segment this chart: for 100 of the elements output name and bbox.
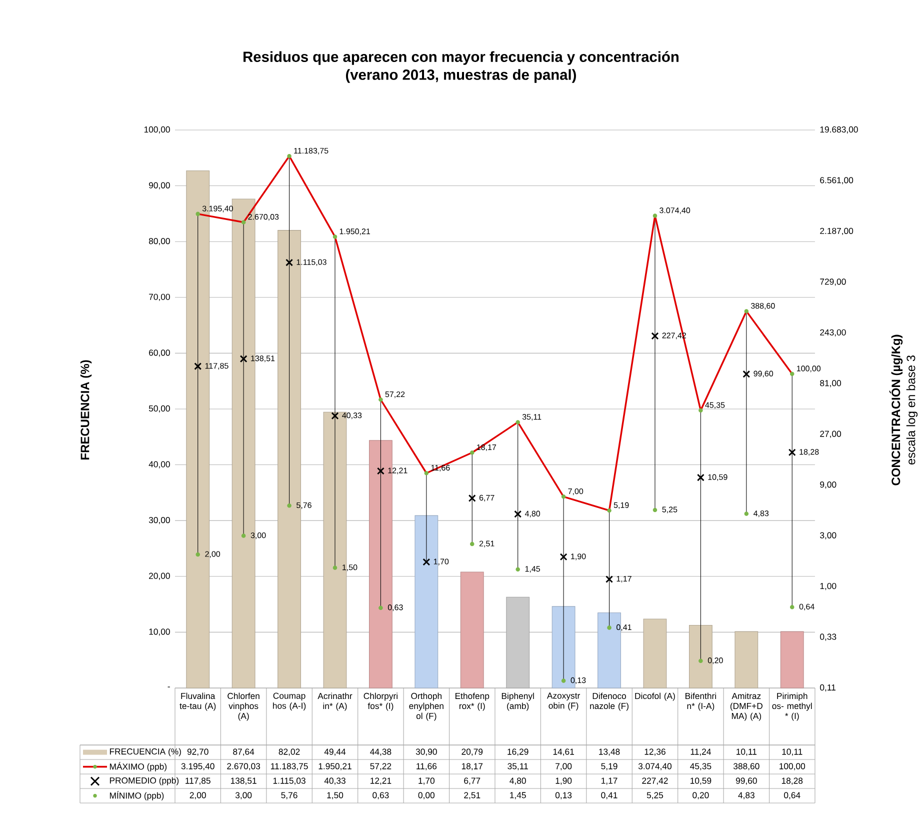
y2-axis-title: CONCENTRACIÓN (µg/Kg) [889,334,903,486]
text: 117,85 [205,363,228,370]
data-label: 10,11 [736,748,756,756]
data-label: 0,41 [601,792,618,800]
text: 388,60 [750,303,775,310]
point [561,494,566,499]
y2-tick-label: 2.187,00 [820,228,854,236]
x-tick-label: Difenoco nazole (F) [590,692,628,711]
data-label: 5,19 [601,763,618,770]
point [287,504,292,508]
text: 3,00 [250,532,266,540]
y-tick-label: 70,00 [149,294,170,301]
y-tick-label: 40,00 [148,461,170,468]
data-label: 12,21 [370,778,392,785]
text: 11.183,75 [294,148,328,155]
y-tick-label: 50,00 [148,405,170,413]
text: 40,33 [342,412,362,420]
data-label: 2,51 [464,792,480,800]
point [516,420,520,424]
point [470,542,474,546]
point [516,567,520,572]
text: 1,17 [616,576,632,583]
y2-tick-label: 81,00 [820,380,842,388]
text: 57,22 [385,391,405,398]
text: 0,63 [388,604,403,612]
text: 0,13 [570,677,586,684]
text: 18,28 [800,449,819,456]
text: 45,35 [705,402,725,409]
point [287,154,292,158]
y-tick-label: - [168,686,170,688]
point [470,450,474,455]
text: 0,20 [708,658,723,664]
data-label: 40,33 [324,778,346,785]
data-label: 35,11 [508,763,528,770]
text: 2,00 [205,551,220,558]
text: 3.195,40 [202,206,233,212]
point [378,606,383,610]
data-label: 1.115,03 [273,778,306,785]
point [240,355,248,363]
data-label: 44,38 [370,748,392,756]
data-label: 138,51 [230,778,256,785]
x-tick-label: Amitraz (DMF+D MA) (A) [730,692,762,721]
point [514,510,522,518]
data-label: 1,50 [327,792,344,800]
point [790,372,794,376]
point [241,534,246,538]
x-tick-label: Azoxystr obin (F) [546,692,580,710]
data-label: 12,36 [644,748,666,756]
legend-label: MÍNIMO (ppb) [110,791,164,800]
point [698,658,703,663]
y2-tick-label: 9,00 [820,482,836,489]
data-label: 1.950,21 [318,763,352,770]
x-tick-label: Pirimiph os- methyl * (I) [772,692,812,721]
text: escala log en base 3 [906,356,918,465]
text: 1,70 [434,558,449,566]
data-label: 2,00 [190,792,206,800]
text: 1.950,21 [340,228,370,236]
legend-label: MÁXIMO (ppb) [110,762,166,772]
data-label: 99,60 [736,778,757,785]
point [607,626,612,630]
y2-tick-label: 19.683,00 [820,126,858,134]
y2-tick-label: 243,00 [820,329,846,336]
point [332,566,338,570]
data-label: 20,79 [462,748,483,756]
data-label: 388,60 [733,763,760,770]
x-tick-label: Acrinathr in* (A) [318,692,352,711]
point [468,494,476,502]
data-label: 57,22 [370,763,392,770]
data-label: 1,90 [556,778,572,785]
data-label: 7,00 [556,763,572,770]
data-label: 11,24 [690,748,711,756]
point [424,470,429,476]
point [788,448,796,456]
chart-title: Residuos que aparecen con mayor frecuencia y concentración [244,51,678,65]
legend-label: PROMEDIO (ppb) [110,777,179,786]
data-label: 1,17 [602,778,618,785]
text: 2.670,03 [248,214,279,221]
data-label: 11.183,75 [270,763,308,770]
text: 6,77 [479,494,494,502]
data-label: 0,13 [555,792,572,800]
text: 0,41 [616,624,632,632]
point [652,214,658,218]
data-label: 117,85 [186,778,210,785]
data-label: 18,17 [462,763,483,770]
x-tick-label: Bifenthri n* (I-A) [686,692,716,711]
data-label: 1,70 [418,778,435,785]
point [696,474,704,482]
text: 2,51 [479,540,494,548]
text: 7,00 [568,488,584,496]
y-tick-label: 30,00 [148,517,170,524]
point [560,553,568,561]
text: 0,64 [799,604,814,610]
point [378,398,383,402]
text: 0,00 [418,792,435,800]
text: 35,11 [522,414,542,421]
point [422,558,430,566]
point [331,412,339,420]
bar [460,572,484,688]
point [561,678,566,683]
data-label: 2.670,03 [227,763,260,770]
